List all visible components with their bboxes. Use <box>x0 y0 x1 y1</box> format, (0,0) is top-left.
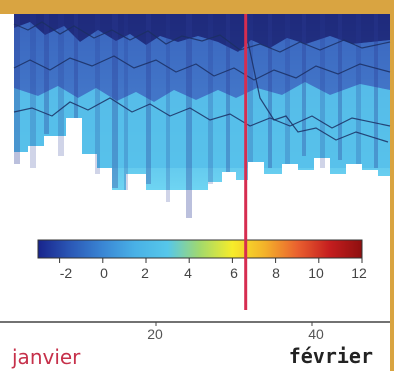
heatmap-streak <box>124 14 128 190</box>
heatmap-streak <box>268 14 272 168</box>
heatmap-streak <box>320 14 325 168</box>
colorbar-tick-10: 10 <box>308 265 324 281</box>
heatmap-streak <box>226 14 230 172</box>
colorbar <box>37 239 363 259</box>
heatmap-contour-line <box>13 55 391 81</box>
heatmap-streak <box>30 14 36 168</box>
heatmap-streak <box>374 14 378 168</box>
colorbar-tick-0: 0 <box>100 265 108 281</box>
x-axis-tick-40: 40 <box>308 326 324 342</box>
heatmap-contour-line <box>13 21 391 53</box>
heatmap-streak <box>248 14 253 162</box>
heatmap-streak <box>58 14 64 156</box>
heatmap-streak <box>146 14 151 184</box>
heatmap-streak <box>208 14 213 184</box>
heatmap-streak <box>338 14 342 160</box>
heatmap-streak <box>44 14 49 134</box>
x-axis-tick-20: 20 <box>147 326 163 342</box>
colorbar-tick-2: 2 <box>141 265 149 281</box>
heatmap-contour-line <box>247 41 389 143</box>
heatmap-streak <box>166 14 170 202</box>
heatmap-light-band <box>14 82 390 168</box>
heatmap-contour-line <box>13 97 391 129</box>
colorbar-tick-12: 12 <box>351 265 367 281</box>
heatmap-dark-top <box>14 14 390 52</box>
heatmap-white-mask <box>14 118 390 230</box>
heatmap-streak <box>186 14 192 218</box>
month-label-february: février <box>288 344 373 368</box>
heatmap-streak <box>95 14 100 174</box>
heatmap-mid-band <box>14 22 390 102</box>
heatmap-area <box>13 14 391 230</box>
colorbar-tick-8: 8 <box>272 265 280 281</box>
heatmap-streak <box>14 14 20 164</box>
top-band <box>0 0 394 14</box>
colorbar-tick-minus-2: -2 <box>59 265 73 281</box>
heatmap-streak <box>74 14 78 118</box>
colorbar-tick-4: 4 <box>184 265 192 281</box>
heatmap-streak <box>285 14 290 164</box>
colorbar-tick-6: 6 <box>230 265 238 281</box>
month-label-january: janvier <box>12 345 81 369</box>
heatmap-streak <box>356 14 361 164</box>
heatmap-streak <box>302 14 306 156</box>
